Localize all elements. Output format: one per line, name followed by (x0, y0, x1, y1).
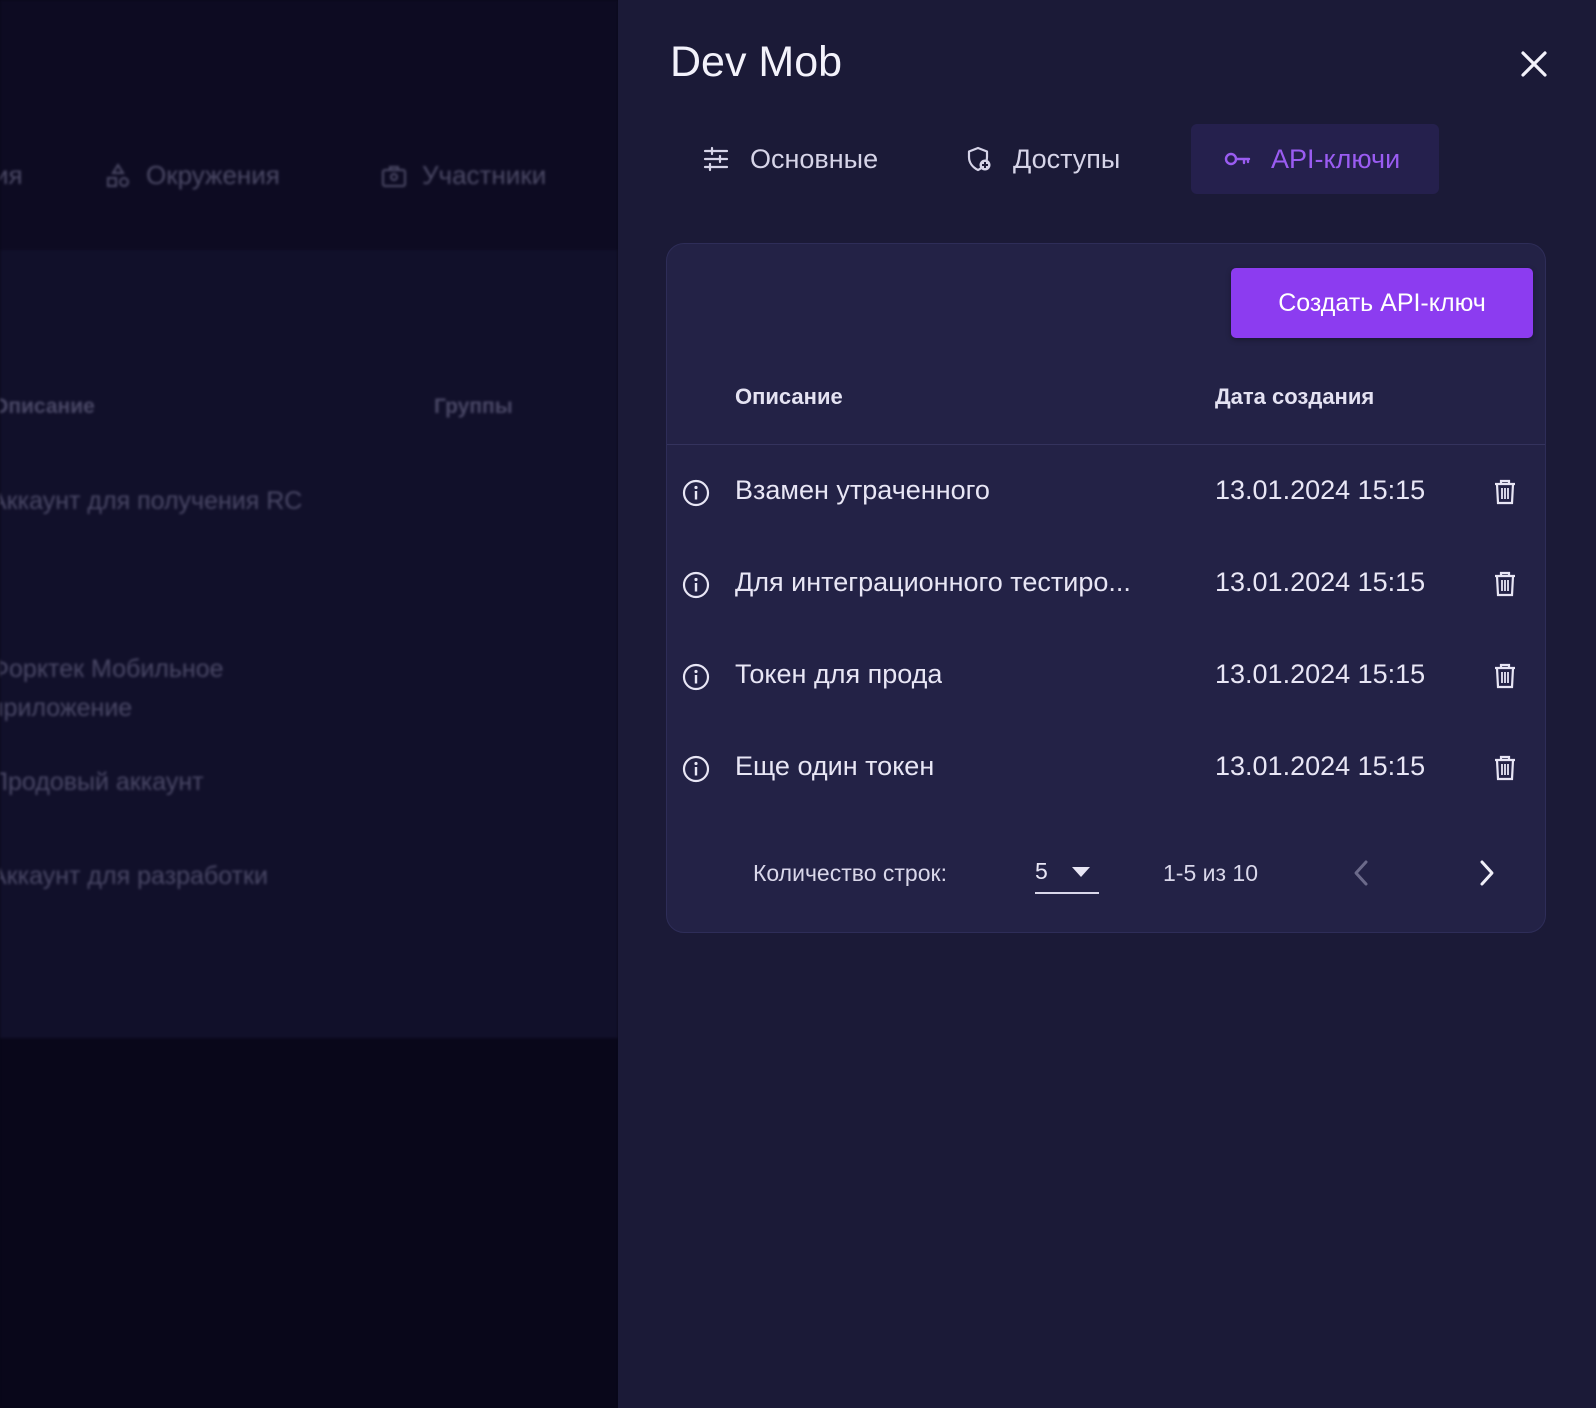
shield-plus-icon (967, 146, 991, 172)
background-page: ия Окружения Участники Описание Группы А… (0, 0, 618, 1408)
background-lower-area (0, 1038, 618, 1408)
table-row: Для интеграционного тестиро... 13.01.202… (667, 537, 1547, 631)
drawer-title: Dev Mob (670, 38, 843, 86)
environments-icon (107, 162, 129, 187)
rows-per-page-label: Количество строк: (753, 860, 947, 886)
row-description: Токен для прода (735, 659, 943, 689)
background-row-1: Аккаунт для получения RC (0, 487, 303, 515)
trash-icon[interactable] (1491, 478, 1519, 506)
info-icon[interactable] (681, 662, 711, 692)
info-icon[interactable] (681, 754, 711, 784)
pagination-range: 1-5 из 10 (1163, 860, 1258, 886)
rows-per-page-value: 5 (1035, 858, 1048, 884)
info-icon[interactable] (681, 478, 711, 508)
row-description: Для интеграционного тестиро... (735, 567, 1131, 597)
background-tab-environments: Окружения (104, 160, 280, 191)
column-header-description: Описание (735, 384, 843, 409)
background-column-description: Описание (0, 395, 95, 418)
table-row: Токен для прода 13.01.2024 15:15 (667, 629, 1547, 723)
table-row: Еще один токен 13.01.2024 15:15 (667, 721, 1547, 815)
pagination: Количество строк: 5 1-5 из 10 (667, 844, 1547, 904)
table-header-divider (667, 444, 1545, 445)
api-keys-card: Создать API-ключ Описание Дата создания … (666, 243, 1546, 933)
tab-api-keys[interactable]: API-ключи (1191, 124, 1439, 194)
background-row-3: Продовый аккаунт (0, 768, 204, 796)
close-icon (1521, 51, 1547, 77)
background-tab-bar: ия Окружения Участники (0, 0, 618, 250)
row-created-date: 13.01.2024 15:15 (1215, 659, 1426, 689)
tab-access[interactable]: Доступы (933, 124, 1191, 194)
background-tab-members: Участники (380, 160, 546, 191)
column-header-created: Дата создания (1215, 384, 1375, 409)
members-icon (382, 165, 406, 187)
background-column-groups: Группы (434, 395, 513, 418)
create-api-key-button[interactable]: Создать API-ключ (1231, 268, 1533, 338)
background-row-2: Форктек Мобильное приложение (0, 655, 224, 722)
trash-icon[interactable] (1491, 754, 1519, 782)
row-created-date: 13.01.2024 15:15 (1215, 751, 1426, 781)
api-keys-drawer: Dev Mob Основные Доступы (618, 0, 1596, 1408)
background-row-4: Аккаунт для разработки (0, 862, 268, 890)
info-icon[interactable] (681, 570, 711, 600)
background-table-area (0, 250, 618, 1038)
caret-down-icon (1072, 867, 1090, 877)
drawer-tabs: Основные Доступы API-ключи (670, 124, 1439, 194)
tab-general[interactable]: Основные (670, 124, 933, 194)
trash-icon[interactable] (1491, 570, 1519, 598)
row-description: Еще один токен (735, 751, 935, 781)
background-tab-partial: ия (0, 160, 23, 190)
chevron-right-icon[interactable] (1471, 856, 1501, 890)
table-row: Взамен утраченного 13.01.2024 15:15 (667, 445, 1547, 539)
chevron-left-icon[interactable] (1347, 856, 1377, 890)
row-description: Взамен утраченного (735, 475, 990, 505)
sliders-icon (703, 146, 729, 172)
trash-icon[interactable] (1491, 662, 1519, 690)
rows-per-page-select[interactable]: 5 (1035, 852, 1099, 894)
row-created-date: 13.01.2024 15:15 (1215, 567, 1426, 597)
close-button[interactable] (1514, 44, 1554, 84)
key-icon (1224, 152, 1251, 166)
row-created-date: 13.01.2024 15:15 (1215, 475, 1426, 505)
